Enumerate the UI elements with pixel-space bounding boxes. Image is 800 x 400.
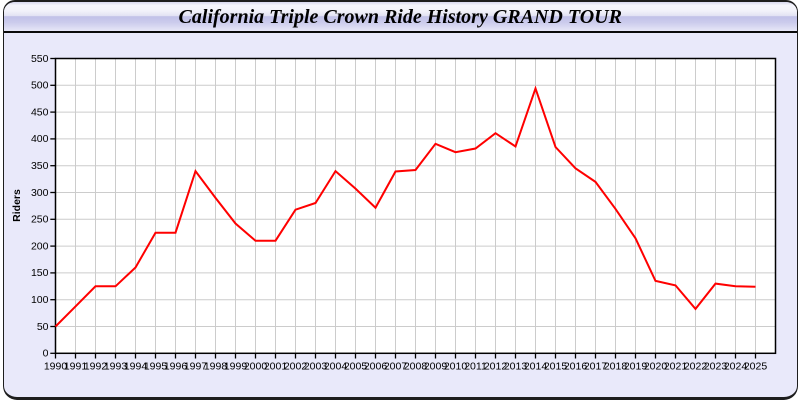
- svg-text:2015: 2015: [544, 361, 568, 373]
- svg-text:1991: 1991: [64, 361, 88, 373]
- svg-text:2004: 2004: [324, 361, 348, 373]
- svg-text:450: 450: [31, 106, 49, 118]
- svg-text:500: 500: [31, 80, 49, 92]
- svg-text:1996: 1996: [164, 361, 188, 373]
- svg-text:2019: 2019: [624, 361, 648, 373]
- svg-text:2018: 2018: [604, 361, 628, 373]
- svg-text:2006: 2006: [364, 361, 388, 373]
- svg-text:2001: 2001: [264, 361, 288, 373]
- svg-text:200: 200: [31, 240, 49, 252]
- svg-text:2025: 2025: [744, 361, 768, 373]
- svg-text:2005: 2005: [344, 361, 368, 373]
- svg-text:1995: 1995: [144, 361, 168, 373]
- svg-text:50: 50: [37, 321, 49, 333]
- svg-text:1992: 1992: [84, 361, 108, 373]
- svg-text:0: 0: [43, 348, 49, 360]
- svg-text:250: 250: [31, 214, 49, 226]
- svg-text:1994: 1994: [124, 361, 148, 373]
- svg-text:400: 400: [31, 133, 49, 145]
- svg-text:2023: 2023: [704, 361, 728, 373]
- svg-text:550: 550: [31, 53, 49, 65]
- svg-text:150: 150: [31, 267, 49, 279]
- svg-text:300: 300: [31, 187, 49, 199]
- svg-text:2003: 2003: [304, 361, 328, 373]
- svg-text:2009: 2009: [424, 361, 448, 373]
- svg-text:2021: 2021: [664, 361, 688, 373]
- svg-text:Riders: Riders: [11, 189, 23, 222]
- svg-text:2017: 2017: [584, 361, 608, 373]
- svg-text:2011: 2011: [464, 361, 487, 373]
- svg-text:2002: 2002: [284, 361, 308, 373]
- svg-text:2013: 2013: [504, 361, 528, 373]
- svg-text:2010: 2010: [444, 361, 468, 373]
- svg-text:350: 350: [31, 160, 49, 172]
- svg-text:2024: 2024: [724, 361, 748, 373]
- svg-text:2016: 2016: [564, 361, 588, 373]
- svg-text:2020: 2020: [644, 361, 668, 373]
- svg-text:100: 100: [31, 294, 49, 306]
- svg-text:1999: 1999: [224, 361, 248, 373]
- svg-text:2014: 2014: [524, 361, 548, 373]
- svg-text:1990: 1990: [44, 361, 68, 373]
- svg-text:2012: 2012: [484, 361, 508, 373]
- svg-text:1997: 1997: [184, 361, 208, 373]
- svg-text:2008: 2008: [404, 361, 428, 373]
- svg-text:1993: 1993: [104, 361, 128, 373]
- svg-text:2000: 2000: [244, 361, 268, 373]
- svg-text:2022: 2022: [684, 361, 708, 373]
- svg-text:2007: 2007: [384, 361, 408, 373]
- svg-text:1998: 1998: [204, 361, 228, 373]
